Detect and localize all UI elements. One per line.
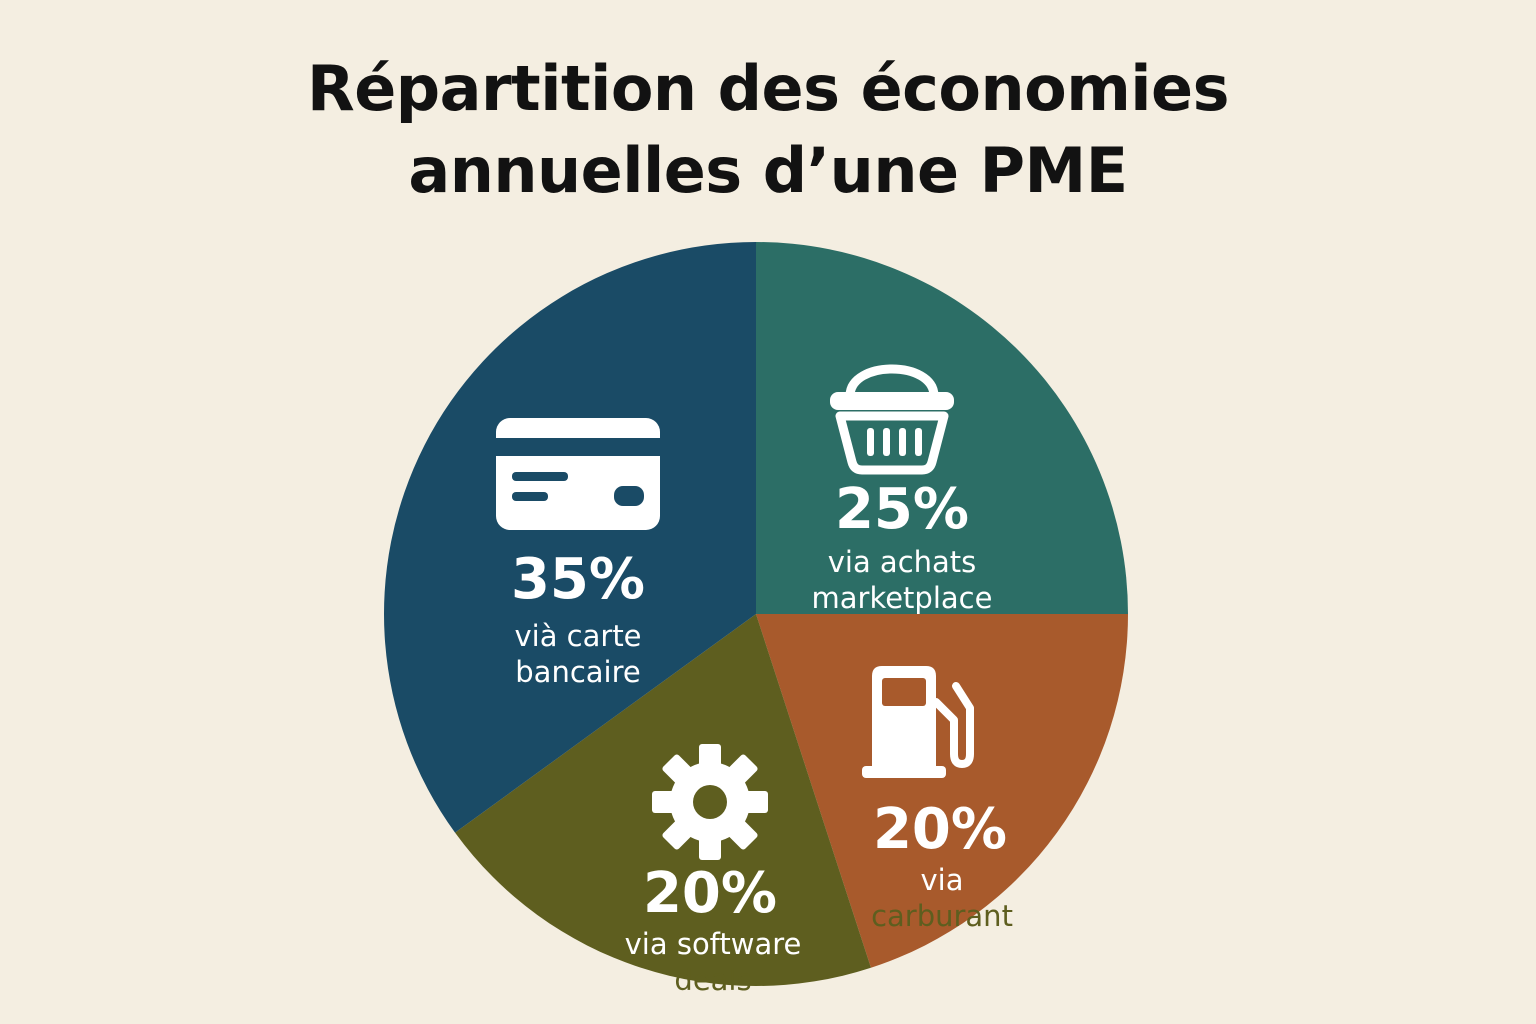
chart-title-line-2: annuelles d’une PME [408, 134, 1128, 207]
pie-slice-4 [384, 242, 756, 833]
slice-percent-label: 20% [643, 861, 777, 926]
gear-icon [652, 744, 768, 860]
slice-category-label: carburant [871, 899, 1013, 933]
slice-icons [496, 364, 974, 860]
pie-slice-2 [756, 614, 1128, 968]
basket-icon [830, 364, 954, 475]
fuel-pump-icon [862, 666, 974, 778]
slice-percent-label: 25% [835, 477, 969, 542]
slice-category-label: bancaire [515, 655, 640, 689]
slice-category-label: vià carte [514, 619, 641, 653]
slice-category-label: marketplace [812, 581, 993, 615]
slice-percent-label: 35% [511, 547, 645, 612]
slice-category-label: via [921, 863, 964, 897]
slice-percent-label: 20% [873, 797, 1007, 862]
chart-title: Répartition des économies annuelles d’un… [0, 48, 1536, 212]
credit-card-icon [496, 418, 660, 530]
chart-title-line-1: Répartition des économies [306, 52, 1230, 125]
slice-category-label: via software [625, 927, 802, 961]
slice-category-label: deals [674, 963, 751, 997]
slice-labels: 25%via achatsmarketplace20%viacarburant2… [511, 477, 1013, 997]
slice-category-label: via achats [828, 545, 977, 579]
